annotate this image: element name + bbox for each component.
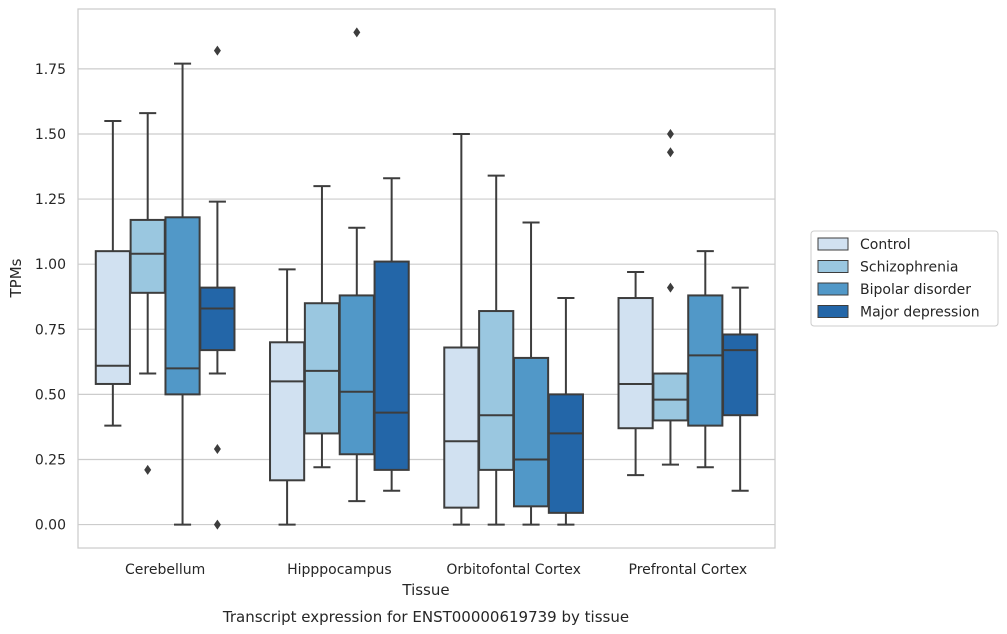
- y-axis-label: TPMs: [7, 258, 25, 298]
- iqr-box: [94, 250, 131, 385]
- iqr-box: [687, 294, 724, 427]
- outlier-point: [213, 45, 221, 56]
- box-control: [94, 119, 131, 427]
- legend-label: Bipolar disorder: [860, 282, 971, 298]
- x-axis-label: Tissue: [401, 581, 449, 599]
- box-schizophrenia: [652, 372, 689, 466]
- legend-swatch: [817, 305, 849, 318]
- legend-label: Schizophrenia: [860, 260, 958, 276]
- iqr-box: [129, 218, 166, 294]
- outlier-point: [666, 147, 674, 158]
- legend-swatch: [817, 282, 849, 296]
- box-schizophrenia: [303, 185, 341, 469]
- outlier-point: [353, 27, 361, 38]
- chart-title: Transcript expression for ENST0000061973…: [222, 608, 629, 626]
- outlier-point: [213, 519, 221, 530]
- iqr-box: [547, 393, 584, 514]
- box-major-depression: [373, 177, 410, 492]
- outlier-point: [213, 444, 221, 455]
- legend-label: Major depression: [860, 305, 980, 321]
- legend-swatch: [817, 260, 849, 273]
- iqr-box: [338, 294, 375, 456]
- y-tick-label: 1.75: [35, 62, 66, 78]
- iqr-box: [443, 346, 480, 509]
- box-bipolar-disorder: [687, 250, 724, 469]
- boxes: [94, 62, 759, 526]
- box-bipolar-disorder: [164, 62, 201, 526]
- box-major-depression: [547, 297, 584, 526]
- iqr-box: [478, 310, 515, 471]
- outliers: [144, 27, 674, 530]
- outlier-point: [144, 464, 152, 475]
- y-tick-label: 0.50: [35, 387, 66, 403]
- x-tick-label: Cerebellum: [125, 562, 205, 578]
- iqr-box: [652, 372, 689, 422]
- legend: Control Schizophrenia Bipolar disorder Majo…: [810, 230, 999, 327]
- y-tick-label: 1.00: [35, 257, 66, 273]
- box-schizophrenia: [129, 112, 166, 375]
- x-tick-label: Prefrontal Cortex: [629, 562, 748, 578]
- x-tick-label: Orbitofontal Cortex: [446, 562, 581, 578]
- box-control: [617, 270, 654, 477]
- y-tick-label: 0.00: [35, 518, 66, 534]
- y-tick-label: 1.25: [35, 192, 66, 208]
- plot-frame: [77, 8, 776, 549]
- box-bipolar-disorder: [512, 221, 550, 526]
- x-tick-label: Hipppocampus: [287, 562, 392, 578]
- iqr-box: [512, 356, 550, 508]
- box-major-depression: [722, 286, 759, 492]
- y-axis-ticks: 0.00 0.25 0.50 0.75 1.00 1.25 1.50 1.75: [35, 62, 66, 534]
- x-axis-ticks: Cerebellum Hipppocampus Orbitofontal Corte…: [125, 562, 747, 578]
- box-major-depression: [199, 200, 236, 375]
- legend-label: Control: [860, 237, 911, 253]
- iqr-box: [722, 333, 759, 417]
- legend-swatch: [817, 237, 849, 251]
- y-tick-label: 1.50: [35, 127, 66, 143]
- iqr-box: [269, 341, 306, 482]
- y-tick-label: 0.75: [35, 322, 66, 338]
- iqr-box: [303, 302, 341, 435]
- y-tick-label: 0.25: [35, 452, 66, 468]
- iqr-box: [617, 297, 654, 430]
- outlier-point: [666, 282, 674, 293]
- box-control: [269, 268, 306, 526]
- box-bipolar-disorder: [338, 226, 375, 503]
- iqr-box: [373, 260, 410, 471]
- box-schizophrenia: [478, 174, 515, 526]
- outlier-point: [666, 128, 674, 139]
- box-control: [443, 132, 480, 526]
- iqr-box: [199, 286, 236, 352]
- legend-frame: [810, 230, 999, 327]
